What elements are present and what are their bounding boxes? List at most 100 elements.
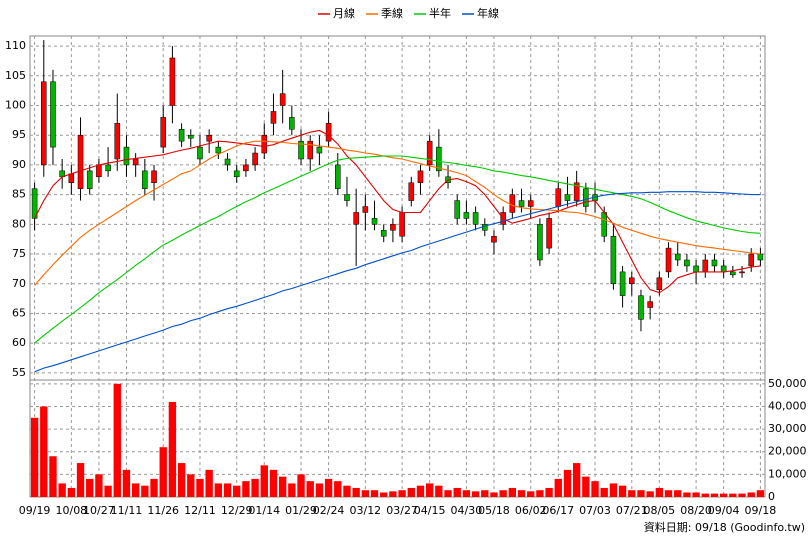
y-tick-label: 100 (5, 99, 26, 112)
candle-body (463, 212, 470, 219)
y-tick-label: 105 (5, 69, 26, 82)
volume-bar (582, 476, 590, 497)
volume-bar (490, 492, 498, 497)
volume-bar (674, 490, 682, 497)
x-tick-label: 08/20 (680, 504, 712, 517)
volume-bar (233, 485, 241, 497)
candle-body (537, 224, 543, 261)
volume-bar (150, 478, 158, 497)
candle-body (298, 140, 304, 160)
volume-bar (591, 481, 599, 497)
volume-bar (187, 474, 195, 497)
y-tick-label: 60 (12, 336, 26, 349)
x-tick-label: 01/14 (248, 504, 280, 517)
volume-bar (86, 478, 94, 497)
candle-body (380, 230, 387, 237)
candle-body (114, 123, 121, 160)
candle-body (564, 194, 571, 201)
volume-bar (370, 490, 379, 497)
volume-bar (499, 490, 507, 497)
candle-body (353, 212, 359, 225)
candle-body (316, 146, 323, 154)
volume-bar (416, 485, 425, 497)
ma-line (34, 191, 761, 373)
volume-bar (260, 465, 268, 497)
volume-bar (30, 417, 39, 497)
volume-bar (536, 490, 544, 497)
candle-body (601, 212, 607, 237)
legend-label: 月線 (333, 6, 355, 20)
x-tick-label: 11/26 (147, 504, 179, 517)
candle-body (610, 235, 617, 285)
volume-bar (324, 478, 333, 497)
candle-body (527, 200, 534, 207)
candle-body (619, 271, 626, 296)
volume-bar (398, 490, 406, 497)
candle-body (757, 253, 764, 261)
x-tick-label: 07/21 (616, 504, 648, 517)
volume-bar (297, 474, 305, 497)
legend-label: 半年 (429, 6, 451, 20)
y-tick-label: 85 (12, 188, 26, 201)
candle-body (546, 218, 552, 249)
y-tick-label: 90 (12, 158, 26, 171)
volume-bar (628, 490, 636, 497)
candle-body (720, 265, 727, 273)
candle-body (270, 111, 277, 124)
volume-bar (214, 483, 223, 497)
candle-body (684, 259, 690, 267)
volume-bar (306, 481, 314, 497)
candle-body (693, 265, 699, 273)
volume-bar (113, 383, 121, 497)
candle-body (224, 158, 231, 166)
volume-bar (131, 483, 140, 497)
volume-bar (554, 478, 562, 497)
candle-body (390, 224, 396, 231)
candle-body (408, 182, 415, 201)
volume-bar (444, 490, 452, 497)
candle-body (674, 253, 681, 261)
candle-body (335, 164, 341, 189)
candle-body (77, 134, 84, 189)
volume-bar (122, 469, 131, 497)
x-tick-label: 04/30 (451, 504, 483, 517)
volume-bar (168, 401, 177, 497)
y-tick-label: 80 (12, 217, 26, 230)
volume-bar (425, 483, 434, 497)
volume-bar (609, 483, 618, 497)
volume-bar (710, 493, 719, 497)
x-tick-label: 12/11 (184, 504, 216, 517)
candle-body (325, 123, 332, 142)
volume-bar (242, 481, 250, 497)
candle-body (252, 152, 258, 166)
candle-body (436, 146, 442, 172)
volume-bar (719, 493, 728, 497)
volume-bar (729, 493, 737, 497)
candle-body (730, 271, 736, 276)
y2-tick-label: 40,000 (768, 399, 807, 412)
candle-body (105, 164, 111, 172)
y2-tick-label: 30,000 (768, 422, 807, 435)
volume-bar (637, 490, 645, 497)
candle-body (123, 146, 130, 166)
volume-bar (683, 492, 691, 497)
candle-body (518, 200, 525, 207)
candle-body (86, 170, 93, 189)
candle-body (215, 146, 222, 154)
y-tick-label: 75 (12, 247, 26, 260)
volume-bar (67, 487, 76, 497)
volume-bar (646, 491, 654, 497)
candle-body (509, 194, 516, 213)
x-tick-label: 02/24 (313, 504, 345, 517)
x-tick-label: 09/18 (745, 504, 777, 517)
x-tick-label: 10/08 (55, 504, 87, 517)
volume-bar (462, 490, 471, 497)
x-tick-label: 11/11 (111, 504, 143, 517)
footer: 資料日期: 09/18 (Goodinfo.tw) (644, 520, 805, 534)
candle-body (573, 182, 580, 201)
y-tick-label: 70 (12, 277, 26, 290)
candle-body (702, 259, 709, 273)
volume-bar (664, 490, 673, 497)
volume-bar (692, 492, 700, 497)
